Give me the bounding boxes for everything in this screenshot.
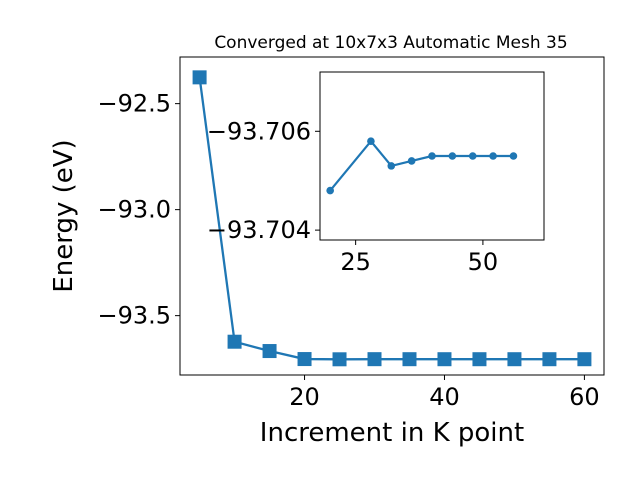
main-y-tick-label: −93.5 (97, 302, 171, 330)
inset-data-point (509, 152, 518, 160)
inset-y-tick-label: −93.704 (207, 216, 311, 244)
inset-data-point (489, 152, 497, 160)
main-data-point (367, 352, 382, 367)
main-data-point (437, 352, 452, 367)
main-data-point (542, 352, 557, 367)
y-axis-label: Energy (eV) (49, 139, 79, 292)
inset-data-point (367, 137, 375, 145)
main-data-point (227, 334, 242, 349)
main-x-tick-label: 20 (289, 383, 320, 411)
main-data-point (577, 352, 592, 367)
inset-data-point (428, 152, 436, 160)
main-data-point (262, 344, 277, 359)
inset-data-point (326, 186, 334, 195)
main-y-tick-label: −93.0 (97, 196, 171, 224)
inset-x-tick-label: 25 (340, 248, 371, 276)
inset-data-point (407, 157, 416, 165)
main-x-tick-label: 60 (569, 383, 600, 411)
main-y-tick-label: −92.5 (97, 90, 171, 118)
inset-y-tick-label: −93.706 (207, 117, 311, 145)
inset-plot-frame (319, 71, 545, 241)
inset-data-point (468, 152, 477, 160)
inset-data-point (387, 162, 396, 170)
main-data-point (507, 352, 522, 367)
main-axis-ticks: 20 40 60 −92.5 −93.0 −93.5 (97, 90, 599, 411)
inset-data-point (448, 152, 457, 160)
inset-series-line (326, 137, 518, 195)
chart-title: Converged at 10x7x3 Automatic Mesh 35 (214, 33, 567, 53)
main-data-point (332, 352, 347, 367)
inset-axis-ticks: 25 50 −93.706 −93.704 (207, 117, 498, 276)
main-data-point (472, 352, 487, 367)
main-series-line (192, 70, 592, 367)
main-plot-frame (179, 56, 605, 376)
inset-x-tick-label: 50 (468, 248, 499, 276)
main-x-tick-label: 40 (429, 383, 460, 411)
x-axis-label: Increment in K point (260, 418, 524, 448)
main-data-point (297, 352, 312, 367)
main-data-point (402, 352, 417, 367)
main-data-point (192, 70, 207, 85)
